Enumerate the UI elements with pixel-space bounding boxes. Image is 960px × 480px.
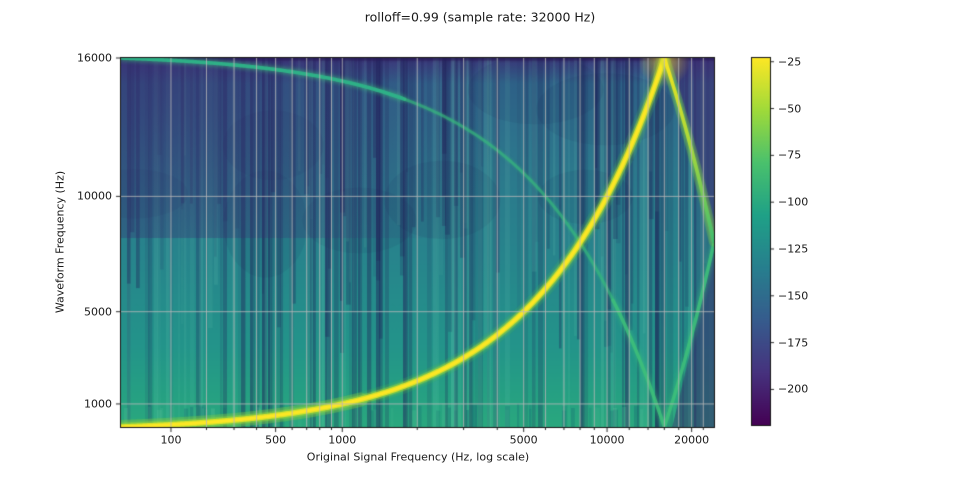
colorbar-tick-label: −175 [778, 336, 809, 350]
colorbar-tick-label: −150 [778, 289, 809, 303]
colorbar-tick-label: −100 [778, 195, 809, 209]
chart-title: rolloff=0.99 (sample rate: 32000 Hz) [364, 9, 596, 25]
x-tick-label: 500 [265, 433, 287, 447]
x-tick-label: 20000 [674, 433, 710, 447]
y-tick-label: 5000 [84, 305, 112, 319]
x-tick-label: 5000 [509, 433, 538, 447]
colorbar-tick-label: −200 [778, 382, 809, 396]
colorbar-tick-label: −50 [778, 102, 802, 116]
colorbar-tick-label: −75 [778, 148, 802, 162]
colorbar-tick-label: −25 [778, 55, 802, 69]
y-tick-label: 10000 [77, 189, 112, 203]
x-axis-label: Original Signal Frequency (Hz, log scale… [306, 450, 530, 464]
x-tick-label: 100 [160, 433, 182, 447]
colorbar-tick-label: −125 [778, 242, 809, 256]
y-tick-label: 1000 [84, 397, 112, 411]
x-tick-label: 1000 [328, 433, 357, 447]
y-axis-label: Waveform Frequency (Hz) [53, 170, 67, 314]
y-tick-label: 16000 [77, 51, 112, 65]
x-tick-label: 10000 [589, 433, 625, 447]
